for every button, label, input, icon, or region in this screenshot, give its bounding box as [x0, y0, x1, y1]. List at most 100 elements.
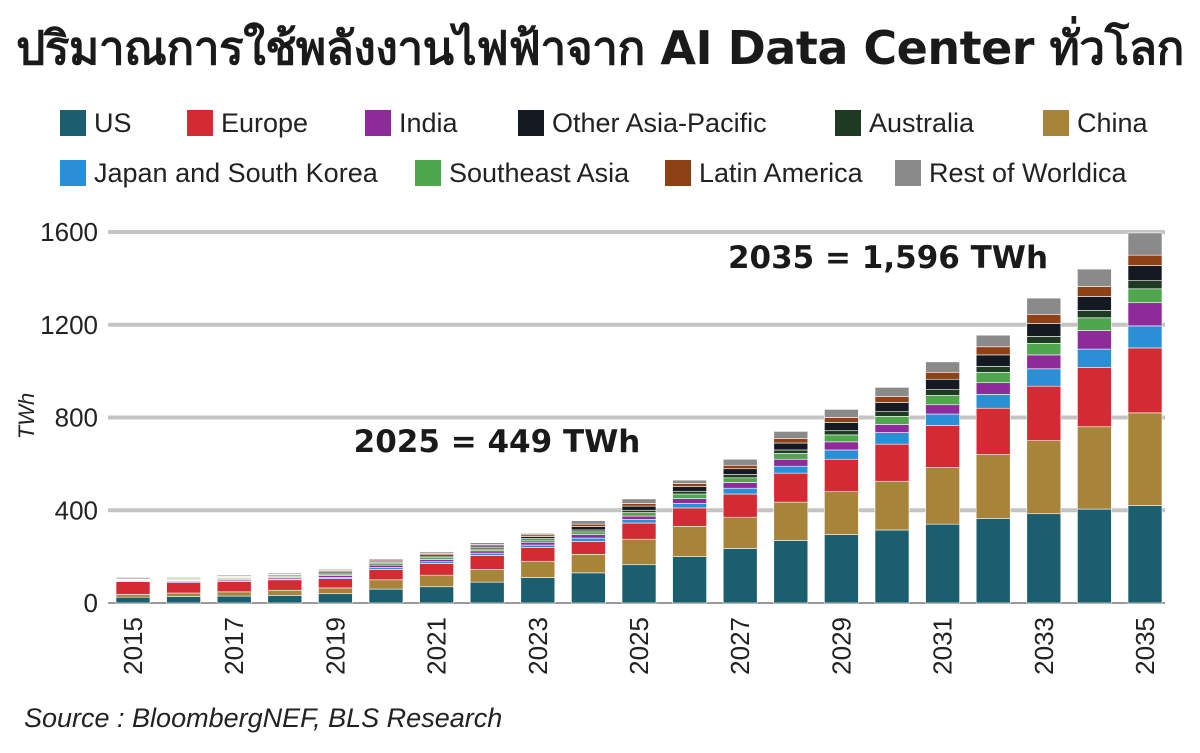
legend-label: China — [1077, 107, 1148, 138]
bar-segment-2035-latin-america — [1127, 254, 1163, 266]
legend-label: Rest of Worldica — [929, 157, 1127, 188]
bar-segment-2034-latin-america — [1077, 286, 1112, 297]
legend-item-us: US — [60, 106, 132, 140]
bar-segment-2018-china — [267, 589, 303, 596]
legend-swatch — [60, 110, 86, 136]
bar-segment-2025-us — [621, 564, 657, 604]
bar-segment-2020-us — [368, 588, 404, 604]
bar-segment-2027-southeast-asia — [722, 477, 758, 483]
legend-swatch — [365, 110, 391, 136]
bar-segment-2025-australia — [621, 509, 657, 513]
bar-segment-2029-southeast-asia — [824, 434, 859, 443]
bar-segment-2018-rest-of-worldica — [267, 572, 303, 575]
bar-segment-2030-southeast-asia — [874, 416, 910, 425]
bar-segment-2015-rest-of-worldica — [115, 577, 151, 580]
x-tick-label: 2025 — [624, 617, 654, 675]
x-tick-label: 2021 — [422, 617, 452, 675]
bar-segment-2016-europe — [166, 582, 201, 594]
bar-segment-2028-india — [773, 458, 809, 467]
legend-item-europe: Europe — [187, 106, 308, 140]
bar-segment-2029-japan-and-south-korea — [824, 449, 859, 460]
bar-segment-2024-india — [571, 534, 606, 539]
bar-segment-2033-india — [1026, 354, 1062, 370]
x-tick-label: 2023 — [523, 617, 553, 675]
bar-segment-2030-europe — [874, 443, 910, 482]
bar-segment-2017-europe — [216, 581, 252, 593]
bar-segment-2033-china — [1026, 440, 1062, 515]
bar-segment-2021-rest-of-worldica — [419, 551, 454, 554]
bar-segment-2031-europe — [925, 425, 960, 468]
legend-item-southeast-asia: Southeast Asia — [415, 156, 629, 190]
bar-segment-2025-rest-of-worldica — [621, 498, 657, 504]
bar-segment-2031-us — [925, 523, 960, 604]
bar-segment-2030-japan-and-south-korea — [874, 432, 910, 445]
bar-segment-2035-china — [1127, 412, 1163, 506]
bar-segment-2024-japan-and-south-korea — [571, 537, 606, 542]
bar-segment-2019-europe — [318, 578, 353, 589]
bar-segment-2032-china — [975, 454, 1011, 519]
bar-segment-2032-latin-america — [975, 346, 1011, 356]
bar-segment-2024-latin-america — [571, 523, 606, 527]
bar-segment-2027-europe — [722, 493, 758, 518]
bar-segment-2020-india — [368, 564, 404, 568]
bar-segment-2023-europe — [520, 547, 556, 562]
bar-segment-2035-europe — [1127, 347, 1163, 414]
x-tick-label: 2033 — [1029, 617, 1059, 675]
bar-segment-2021-europe — [419, 563, 454, 576]
bar-segment-2024-rest-of-worldica — [571, 520, 606, 525]
bar-segment-2026-other-asia-pacific — [672, 486, 707, 492]
bar-segment-2035-rest-of-worldica — [1127, 232, 1163, 256]
bar-segment-2028-other-asia-pacific — [773, 442, 809, 451]
bar-segment-2029-australia — [824, 430, 859, 436]
bar-segment-2022-europe — [469, 555, 505, 570]
legend-item-india: India — [365, 106, 458, 140]
bar-segment-2034-australia — [1077, 310, 1112, 319]
bar-segment-2031-southeast-asia — [925, 395, 960, 406]
bar-segment-2028-latin-america — [773, 438, 809, 444]
bar-segment-2027-us — [722, 548, 758, 604]
bar-segment-2025-other-asia-pacific — [621, 505, 657, 511]
bar-segment-2029-china — [824, 491, 859, 535]
bar-segment-2027-latin-america — [722, 464, 758, 470]
legend-swatch — [518, 110, 544, 136]
bar-segment-2035-southeast-asia — [1127, 288, 1163, 304]
bar-segment-2024-us — [571, 572, 606, 604]
bar-segment-2031-australia — [925, 389, 960, 396]
bar-segment-2025-europe — [621, 522, 657, 540]
legend-swatch — [60, 160, 86, 186]
y-axis-label: TWh — [14, 393, 39, 439]
y-tick-label: 1600 — [40, 217, 98, 247]
bar-segment-2015-europe — [115, 581, 151, 595]
bar-segment-2015-china — [115, 594, 151, 598]
legend-swatch — [895, 160, 921, 186]
legend-label: India — [399, 107, 458, 138]
x-tick-label: 2029 — [826, 617, 856, 675]
bar-segment-2035-india — [1127, 302, 1163, 327]
bar-segment-2029-other-asia-pacific — [824, 422, 859, 432]
bar-segment-2023-japan-and-south-korea — [520, 544, 556, 548]
bar-segment-2032-japan-and-south-korea — [975, 394, 1011, 409]
bar-segment-2024-other-asia-pacific — [571, 526, 606, 531]
bar-segment-2016-us — [166, 596, 201, 604]
bar-segment-2018-us — [267, 595, 303, 604]
bar-segment-2031-other-asia-pacific — [925, 378, 960, 390]
bar-segment-2033-europe — [1026, 385, 1062, 441]
legend: US Europe India Other Asia-Pacific Australia… — [60, 106, 1170, 196]
bar-segment-2018-europe — [267, 579, 303, 591]
bar-segment-2034-india — [1077, 330, 1112, 350]
bar-segment-2029-us — [824, 534, 859, 604]
bar-segment-2034-europe — [1077, 367, 1112, 428]
bar-segment-2027-australia — [722, 474, 758, 479]
bar-segment-2017-rest-of-worldica — [216, 574, 252, 577]
bar-segment-2025-latin-america — [621, 503, 657, 507]
bar-segment-2021-us — [419, 586, 454, 604]
bar-segment-2034-rest-of-worldica — [1077, 268, 1112, 287]
x-tick-label: 2019 — [320, 617, 350, 675]
annotation-2025: 2025 = 449 TWh — [354, 424, 641, 460]
legend-swatch — [187, 110, 213, 136]
legend-item-japan-and-south-korea: Japan and South Korea — [60, 156, 378, 190]
bar-segment-2031-japan-and-south-korea — [925, 413, 960, 426]
bar-segment-2028-japan-and-south-korea — [773, 465, 809, 474]
bar-segment-2027-other-asia-pacific — [722, 468, 758, 475]
bar-segment-2035-other-asia-pacific — [1127, 265, 1163, 281]
